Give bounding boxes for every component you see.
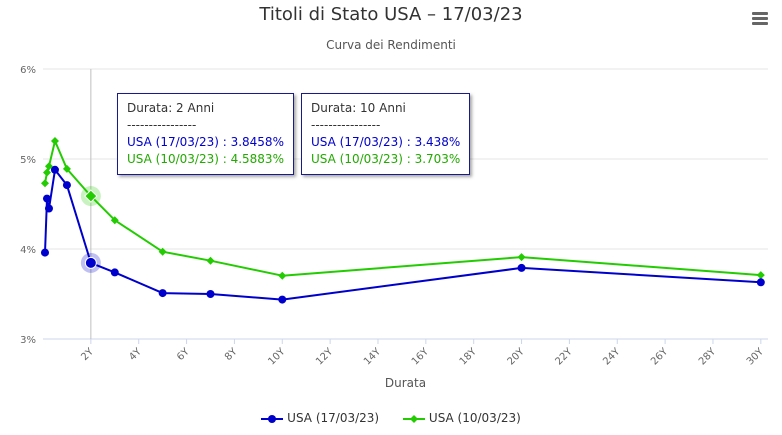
data-point <box>110 216 119 225</box>
x-tick-label: 24Y <box>601 346 623 368</box>
tooltip-separator: ---------------- <box>127 118 197 132</box>
x-tick-label: 22Y <box>553 346 575 368</box>
data-point <box>517 263 526 272</box>
data-point <box>756 271 765 280</box>
data-point <box>42 194 51 203</box>
tooltip-line-series-1: USA (17/03/23) : 3.8458% <box>127 135 284 149</box>
x-tick-label: 2Y <box>79 346 96 363</box>
data-point <box>40 179 49 188</box>
tooltip-2y: Durata: 2 Anni ---------------- USA (17/… <box>117 93 294 175</box>
x-tick-label: 4Y <box>127 346 144 363</box>
y-tick-label: 6% <box>20 65 36 76</box>
x-tick-label: 16Y <box>410 346 432 368</box>
legend-item-series-1[interactable]: USA (17/03/23) <box>261 411 379 425</box>
series-line-1 <box>44 168 761 301</box>
data-point <box>756 278 765 287</box>
hamburger-menu-icon[interactable] <box>752 12 768 26</box>
y-tick-label: 3% <box>20 335 36 346</box>
y-tick-label: 4% <box>20 245 36 256</box>
data-point <box>84 256 97 269</box>
data-point <box>278 271 287 280</box>
tooltip-line-series-2: USA (10/03/23) : 4.5883% <box>127 152 284 166</box>
x-axis-title: Durata <box>385 376 426 390</box>
data-point <box>42 168 51 177</box>
legend-diamond-marker-icon <box>402 414 425 423</box>
legend-label: USA (17/03/23) <box>287 411 380 425</box>
data-point <box>50 137 59 145</box>
data-point <box>517 253 526 262</box>
data-point <box>44 162 53 171</box>
x-tick-label: 8Y <box>223 346 240 363</box>
data-point <box>40 248 49 257</box>
x-tick-label: 28Y <box>697 346 719 368</box>
legend-circle-marker-icon <box>261 414 284 423</box>
data-point <box>44 204 53 213</box>
data-point <box>158 247 167 256</box>
x-tick-label: 10Y <box>266 346 288 368</box>
tooltip-separator: ---------------- <box>311 118 381 132</box>
data-point <box>206 290 215 298</box>
x-tick-label: 20Y <box>506 346 528 368</box>
data-point <box>206 256 215 265</box>
tooltip-line-series-1: USA (17/03/23) : 3.438% <box>311 135 461 149</box>
x-tick-label: 26Y <box>649 346 671 368</box>
tooltip-header: Durata: 2 Anni <box>127 101 215 115</box>
chart-subtitle: Curva dei Rendimenti <box>326 38 456 52</box>
data-point <box>84 189 98 203</box>
x-tick-label: 30Y <box>745 346 767 368</box>
data-point <box>62 164 71 173</box>
x-tick-label: 6Y <box>175 346 192 363</box>
tooltip-line-series-2: USA (10/03/23) : 3.703% <box>311 152 461 166</box>
data-point <box>278 295 287 304</box>
data-point <box>158 289 167 298</box>
x-tick-label: 14Y <box>362 346 384 368</box>
x-tick-label: 18Y <box>458 346 480 368</box>
data-point <box>50 165 59 174</box>
data-point <box>62 181 71 190</box>
legend-label: USA (10/03/23) <box>428 411 521 425</box>
tooltip-header: Durata: 10 Anni <box>311 101 406 115</box>
chart-title: Titoli di Stato USA – 17/03/23 <box>259 4 523 25</box>
chart-legend: USA (17/03/23) USA (10/03/23) <box>0 411 782 425</box>
legend-item-series-2[interactable]: USA (10/03/23) <box>402 411 521 425</box>
tooltip-10y: Durata: 10 Anni ---------------- USA (17… <box>301 93 471 175</box>
y-tick-label: 5% <box>20 155 36 166</box>
data-point <box>110 268 119 277</box>
x-tick-label: 12Y <box>314 346 336 368</box>
